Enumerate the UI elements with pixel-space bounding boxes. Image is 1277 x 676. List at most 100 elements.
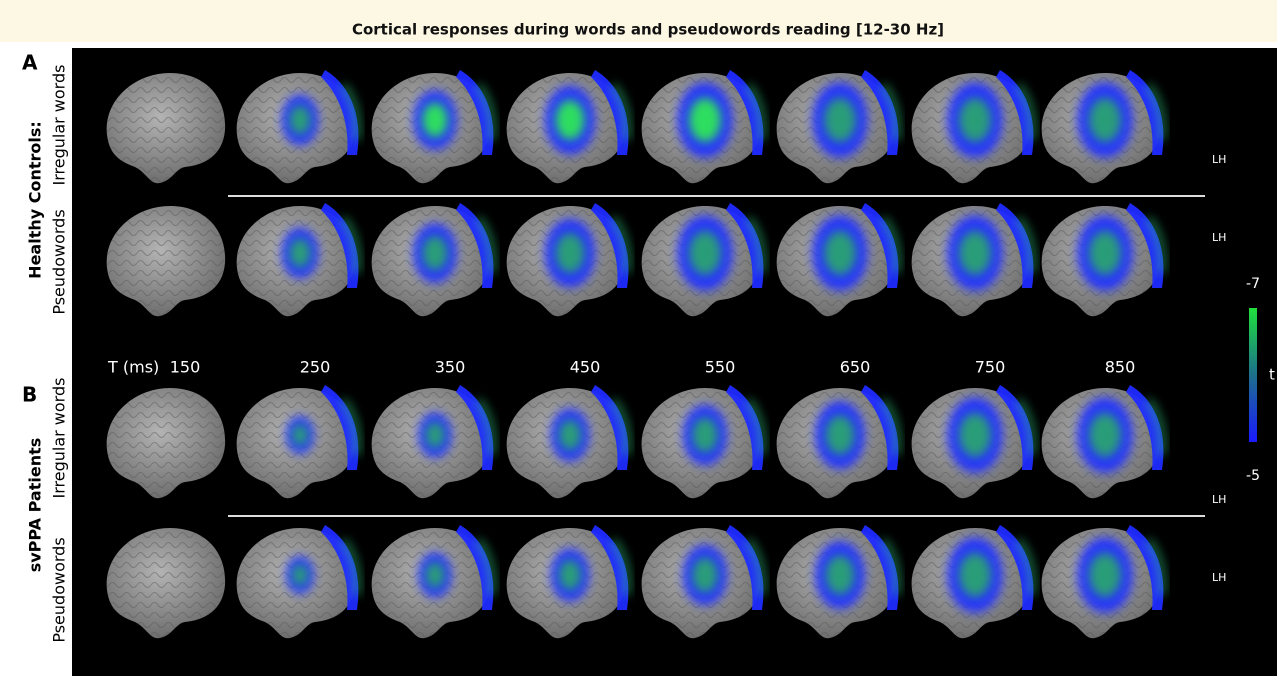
brain xyxy=(506,525,631,639)
panel-letter: B xyxy=(22,383,37,407)
activation-posterior xyxy=(456,385,494,470)
figure-title: Cortical responses during words and pseu… xyxy=(352,21,944,39)
activation-edge xyxy=(340,538,361,596)
activation-green xyxy=(959,98,991,142)
activation-posterior xyxy=(996,70,1034,155)
activation-posterior xyxy=(456,525,494,610)
activation-posterior xyxy=(591,203,629,288)
time-label: 450 xyxy=(570,358,601,377)
activation-edge xyxy=(1145,83,1166,141)
group-label: Healthy Controls: xyxy=(26,121,45,279)
activation-posterior xyxy=(996,203,1034,288)
activation-edge xyxy=(880,216,901,274)
time-label: 150 xyxy=(170,358,201,377)
time-label: 650 xyxy=(840,358,871,377)
row-label: Pseudowords xyxy=(50,209,69,314)
activation-edge xyxy=(475,83,496,141)
activation-edge xyxy=(1015,83,1036,141)
activation-posterior xyxy=(861,385,899,470)
panel-letter: A xyxy=(22,51,38,75)
activation-green xyxy=(825,555,855,595)
activation-posterior xyxy=(321,70,359,155)
activation-green xyxy=(689,98,721,142)
activation-green xyxy=(425,421,445,449)
activation-green xyxy=(289,105,311,135)
brain-texture xyxy=(106,206,226,317)
activation-posterior xyxy=(321,385,359,470)
brain xyxy=(371,70,496,184)
title-band xyxy=(0,0,1277,42)
activation-posterior xyxy=(591,70,629,155)
activation-edge xyxy=(745,538,766,596)
activation-edge xyxy=(475,538,496,596)
activation-green xyxy=(692,557,718,593)
brain-texture xyxy=(106,73,226,184)
activation-edge xyxy=(1145,216,1166,274)
activation-edge xyxy=(880,538,901,596)
brain xyxy=(236,203,361,317)
activation-green xyxy=(959,413,991,457)
activation-edge xyxy=(745,83,766,141)
activation-green xyxy=(692,417,718,453)
time-axis-label: T (ms) xyxy=(107,358,159,377)
brain xyxy=(1041,203,1166,317)
activation-green xyxy=(959,553,991,597)
activation-posterior xyxy=(1126,203,1164,288)
activation-edge xyxy=(1145,538,1166,596)
brain xyxy=(106,528,226,639)
activation-edge xyxy=(475,398,496,456)
activation-edge xyxy=(880,398,901,456)
activation-green xyxy=(1089,413,1121,457)
brain xyxy=(506,385,631,499)
activation-posterior xyxy=(1126,70,1164,155)
activation-green xyxy=(422,102,448,138)
time-label: 850 xyxy=(1105,358,1136,377)
activation-posterior xyxy=(591,525,629,610)
brain xyxy=(371,525,496,639)
row-label: Irregular words xyxy=(50,378,69,499)
activation-posterior xyxy=(726,525,764,610)
activation-edge xyxy=(340,83,361,141)
activation-green xyxy=(422,235,448,271)
brain xyxy=(236,385,361,499)
brain xyxy=(106,206,226,317)
brain-texture xyxy=(106,388,226,499)
activation-green xyxy=(292,424,308,446)
time-label: 550 xyxy=(705,358,736,377)
activation-green xyxy=(558,419,582,451)
hemisphere-label: LH xyxy=(1212,493,1226,506)
activation-edge xyxy=(610,216,631,274)
brain xyxy=(911,525,1036,639)
activation-edge xyxy=(745,398,766,456)
brain xyxy=(641,70,766,184)
activation-green xyxy=(825,415,855,455)
colorbar xyxy=(1249,308,1257,442)
activation-green xyxy=(1089,231,1121,275)
brain xyxy=(371,385,496,499)
time-label: 750 xyxy=(975,358,1006,377)
activation-posterior xyxy=(861,70,899,155)
activation-green xyxy=(555,232,585,274)
activation-edge xyxy=(610,538,631,596)
brain xyxy=(106,388,226,499)
row-label: Pseudowords xyxy=(50,537,69,642)
activation-edge xyxy=(1015,538,1036,596)
activation-posterior xyxy=(321,203,359,288)
activation-edge xyxy=(610,83,631,141)
brain xyxy=(641,525,766,639)
activation-posterior xyxy=(591,385,629,470)
colorbar-bottom-label: -5 xyxy=(1246,468,1260,484)
brain xyxy=(106,73,226,184)
brain xyxy=(506,70,631,184)
brain xyxy=(506,203,631,317)
brain xyxy=(641,203,766,317)
activation-posterior xyxy=(726,70,764,155)
activation-green xyxy=(689,231,721,275)
activation-edge xyxy=(745,216,766,274)
brain xyxy=(911,70,1036,184)
activation-green xyxy=(1089,98,1121,142)
activation-posterior xyxy=(456,70,494,155)
activation-posterior xyxy=(861,525,899,610)
activation-posterior xyxy=(1126,525,1164,610)
